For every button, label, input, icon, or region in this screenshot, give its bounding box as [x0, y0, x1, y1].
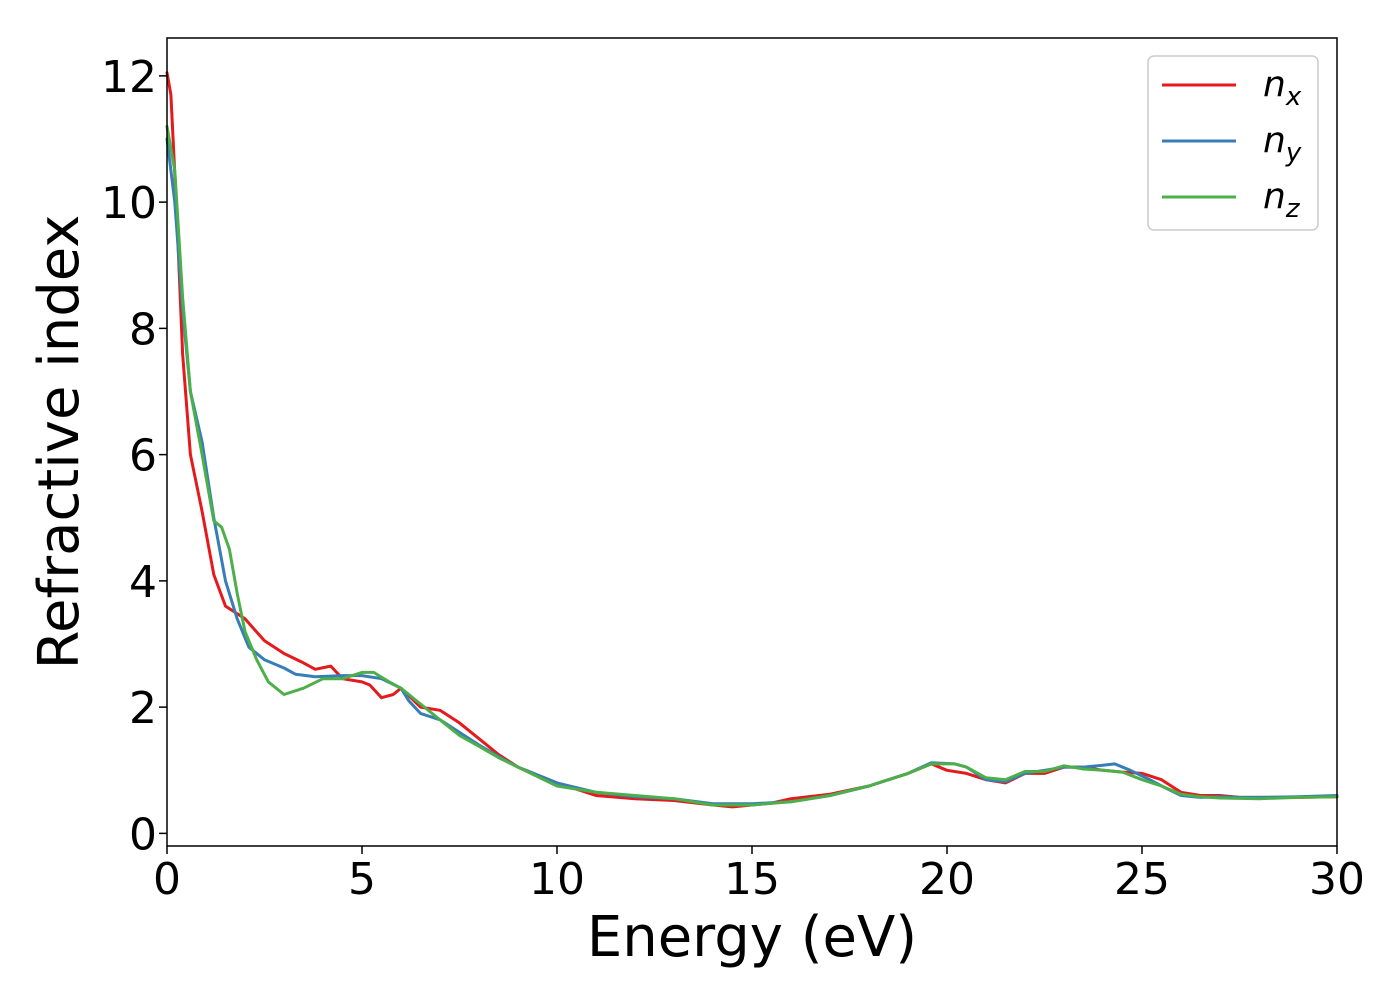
y-tick-label: 12 — [101, 52, 157, 103]
series-line-y — [165, 137, 1339, 806]
legend: nx ny nz — [1147, 55, 1319, 231]
x-tick-label: 30 — [1309, 854, 1365, 905]
x-tick-label: 0 — [153, 854, 181, 905]
legend-label-y: ny — [1263, 120, 1302, 168]
legend-label-z: nz — [1263, 176, 1301, 224]
x-axis-title: Energy (eV) — [587, 905, 917, 970]
y-tick-label: 8 — [129, 304, 157, 355]
y-tick-label: 4 — [129, 557, 157, 608]
x-tick-label: 5 — [348, 854, 376, 905]
legend-label-x: nx — [1263, 64, 1302, 112]
y-tick-label: 2 — [129, 683, 157, 734]
legend-box — [1147, 55, 1319, 231]
y-tick-label: 6 — [129, 431, 157, 482]
y-tick-label: 10 — [101, 178, 157, 229]
series-line-z — [165, 124, 1339, 807]
y-tick-label: 0 — [129, 809, 157, 860]
x-tick-label: 15 — [724, 854, 780, 905]
x-tick-label: 25 — [1114, 854, 1170, 905]
y-axis-ticks: 0 2 4 6 8 10 12 — [101, 52, 167, 860]
x-tick-label: 10 — [529, 854, 585, 905]
series-layer — [165, 71, 1339, 809]
x-axis-ticks: 0 5 10 15 20 25 30 — [153, 846, 1365, 905]
x-tick-label: 20 — [919, 854, 975, 905]
y-axis-title: Refractive index — [27, 215, 92, 670]
